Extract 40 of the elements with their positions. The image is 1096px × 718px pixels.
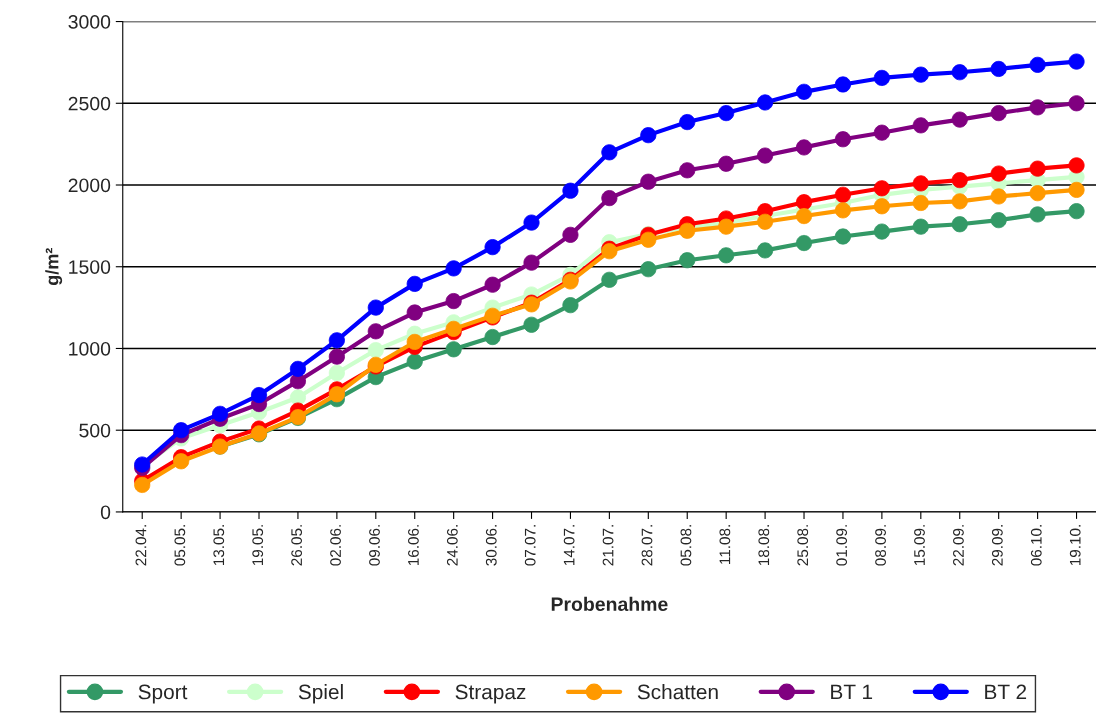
- x-tick-label: 24.06.: [446, 525, 458, 566]
- x-tick-label: 19.10.: [1069, 525, 1081, 566]
- x-tick-label: 05.08.: [680, 525, 692, 566]
- y-tick-label: 500: [79, 423, 111, 438]
- y-axis-title: g/m²: [45, 248, 63, 286]
- x-tick-label: 11.08.: [719, 525, 731, 564]
- y-tick-label: 2000: [68, 178, 111, 193]
- x-tick-label: 05.05.: [174, 525, 186, 566]
- x-tick-label: 09.06.: [369, 525, 380, 566]
- x-tick-label: 22.04.: [135, 525, 147, 566]
- x-tick-label: 28.07.: [641, 525, 653, 566]
- legend-label: Strapaz: [455, 684, 526, 704]
- x-tick-label: 21.07.: [602, 525, 614, 566]
- y-tick-label: 0: [100, 505, 111, 520]
- legend-label: BT 2: [985, 684, 1027, 700]
- y-tick-label: 1000: [69, 341, 111, 356]
- x-tick-label: 13.05.: [213, 525, 225, 566]
- x-tick-label: 26.05.: [291, 525, 303, 566]
- y-tick-label: 1500: [69, 260, 111, 274]
- x-tick-label: 19.05.: [252, 525, 264, 566]
- x-tick-label: 07.07.: [524, 525, 536, 566]
- x-tick-label: 02.06.: [330, 525, 341, 566]
- legend-label: Schatten: [637, 684, 718, 700]
- x-tick-label: 08.09.: [875, 525, 886, 566]
- x-axis-title: Probenahme: [551, 596, 668, 612]
- x-tick-label: 15.09.: [914, 525, 925, 566]
- y-tick-label: 2500: [68, 96, 111, 111]
- x-tick-label: 18.08.: [758, 525, 770, 566]
- legend-label: Spiel: [298, 684, 343, 704]
- x-tick-label: 29.09.: [991, 525, 1003, 566]
- legend-label: Sport: [138, 684, 188, 704]
- x-tick-label: 14.07.: [563, 525, 575, 566]
- x-tick-label: 06.10.: [1030, 525, 1042, 566]
- legend-label: BT 1: [831, 684, 873, 700]
- x-tick-label: 22.09.: [953, 525, 964, 566]
- x-tick-label: 25.08.: [797, 525, 809, 566]
- y-tick-label: 3000: [68, 15, 111, 29]
- x-tick-label: 01.09.: [836, 525, 848, 566]
- x-tick-label: 16.06.: [408, 525, 419, 566]
- x-tick-label: 30.06.: [485, 525, 497, 566]
